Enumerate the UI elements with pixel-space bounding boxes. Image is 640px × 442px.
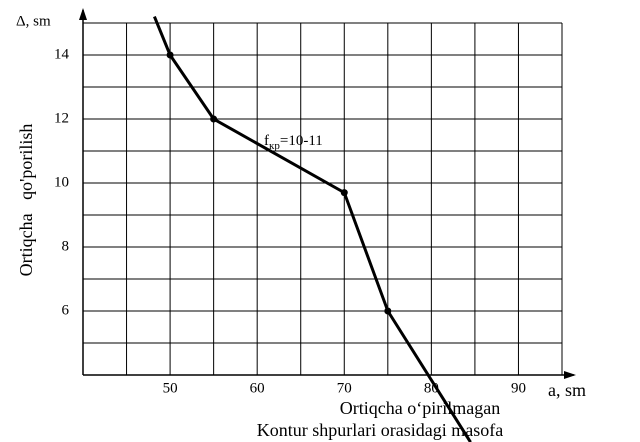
y-tick-label: 12 bbox=[54, 110, 69, 126]
x-tick-label: 70 bbox=[337, 380, 352, 396]
data-point bbox=[210, 115, 218, 123]
x-unit: a, sm bbox=[548, 380, 586, 400]
x-axis-label: Ortiqcha o‘pirilmagan bbox=[340, 398, 500, 418]
x-axis-arrow bbox=[564, 371, 576, 379]
annotation-sub: кр bbox=[269, 140, 280, 152]
data-point bbox=[384, 307, 392, 315]
y-axis-label: Ortiqcha qo'porilish bbox=[16, 124, 36, 277]
annotation-main: f bbox=[264, 133, 269, 149]
y-unit: Δ, sm bbox=[16, 13, 51, 29]
y-axis-arrow bbox=[79, 8, 87, 20]
y-tick-label: 8 bbox=[62, 238, 70, 254]
annotation: fкр=10-11 bbox=[264, 133, 323, 151]
x-axis-label: Kontur shpurlari orasidagi masofa bbox=[257, 420, 503, 440]
data-point bbox=[166, 51, 174, 59]
x-tick-label: 90 bbox=[511, 380, 526, 396]
y-tick-label: 6 bbox=[62, 302, 70, 318]
annotation-rest: =10-11 bbox=[280, 133, 323, 149]
data-line bbox=[153, 16, 472, 442]
x-tick-label: 60 bbox=[250, 380, 265, 396]
data-point bbox=[340, 189, 348, 197]
x-tick-label: 50 bbox=[163, 380, 178, 396]
y-tick-label: 14 bbox=[54, 46, 70, 62]
y-tick-label: 10 bbox=[54, 174, 69, 190]
